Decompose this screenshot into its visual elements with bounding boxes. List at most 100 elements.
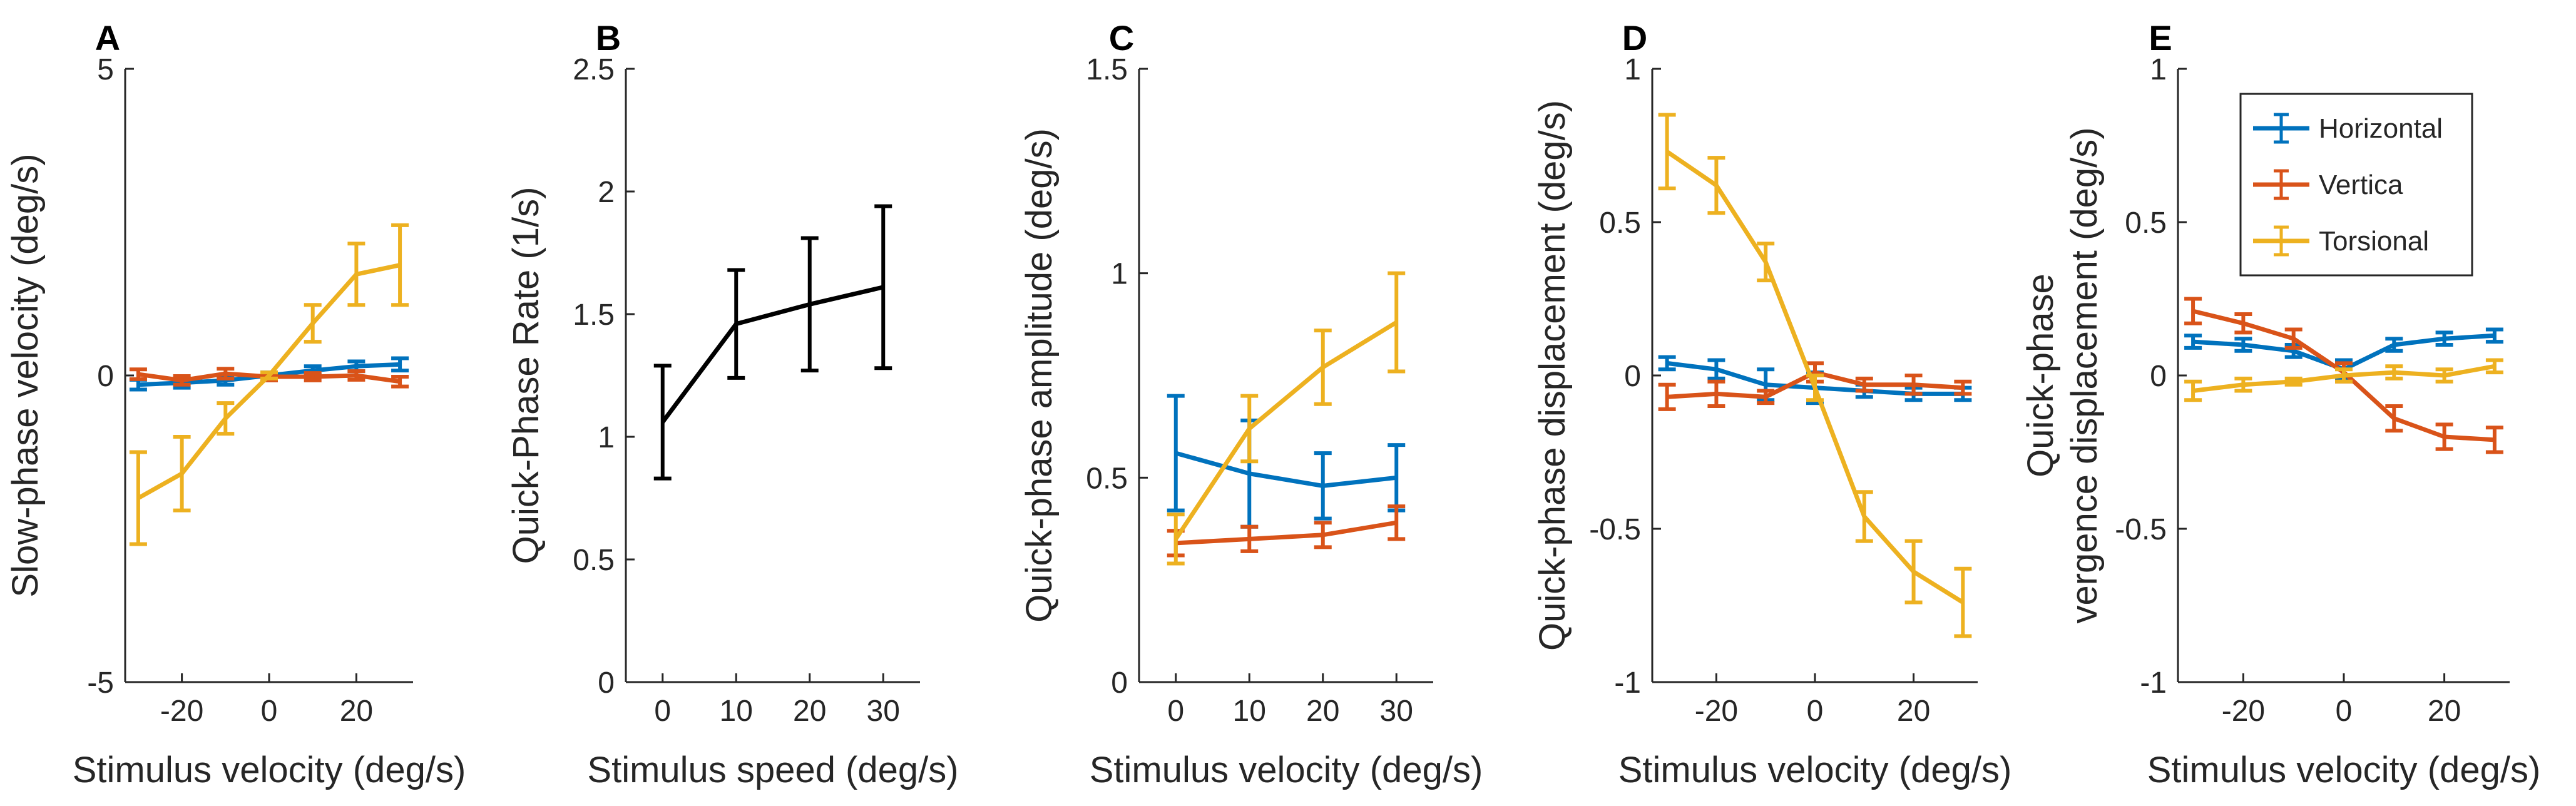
error-bar-vertical: [304, 371, 322, 382]
error-bar-horizontal: [2184, 334, 2202, 350]
series-rate: [653, 204, 892, 481]
error-bar-rate: [727, 268, 745, 380]
chart-panel-b: 0 0.5 1 1.5 2 2.5 0 10 20 30 Stimulus speed (deg/s…: [506, 18, 959, 790]
y-tick-label: -1: [1614, 666, 1641, 700]
y-axis-label: Quick-phase: [2020, 273, 2061, 477]
panel-letter: B: [596, 18, 621, 58]
y-tick-label: -5: [87, 666, 114, 700]
legend-item-vertical: Vertica: [2253, 169, 2403, 200]
series-vertical: [2184, 297, 2503, 454]
error-bar-vertical: [1904, 374, 1923, 396]
series-horizontal: [1167, 394, 1406, 529]
series-line-torsional: [1173, 320, 1398, 541]
y-tick-label: 1: [1624, 53, 1641, 86]
legend-box: [2239, 93, 2473, 277]
error-bar-torsional: [2234, 376, 2252, 393]
x-tick-label: 0: [654, 695, 671, 728]
error-bar-vertical: [173, 374, 191, 387]
series-torsional: [129, 223, 409, 546]
error-bar-torsional: [2435, 367, 2453, 384]
error-bar-torsional: [173, 435, 191, 513]
error-bar-vertical: [1954, 379, 1972, 396]
series-line-horizontal: [1175, 451, 1397, 488]
y-tick-label: 0: [2150, 360, 2167, 393]
y-tick-label: 0.5: [2125, 207, 2167, 240]
x-tick-label: 20: [2428, 695, 2461, 728]
error-bar-vertical: [1855, 376, 1873, 393]
y-tick-label: 1: [598, 421, 615, 454]
y-tick-label: 1.5: [573, 298, 615, 332]
error-bar-horizontal: [2234, 337, 2252, 353]
series-vertical: [1167, 504, 1406, 558]
x-axis-label: Stimulus velocity (deg/s): [73, 750, 466, 790]
error-bar-torsional: [304, 303, 322, 344]
x-tick-label: -20: [1695, 695, 1738, 728]
y-tick-label: 5: [97, 53, 114, 86]
error-bar-horizontal: [2485, 327, 2503, 344]
error-bar-vertical: [2234, 312, 2252, 335]
y-tick-label: 0: [1624, 360, 1641, 393]
x-tick-label: 20: [1897, 695, 1930, 728]
error-bar-torsional: [1757, 242, 1775, 283]
x-tick-label: 30: [867, 695, 900, 728]
error-bar-torsional: [1904, 539, 1923, 604]
legend-label: Horizontal: [2319, 113, 2443, 144]
error-bar-horizontal: [2435, 330, 2453, 347]
error-bar-horizontal: [1314, 451, 1332, 521]
legend: Horizontal Vertica Torsional: [2239, 93, 2473, 277]
y-axis-label: Quick-Phase Rate (1/s): [506, 187, 546, 564]
series-line-vertical: [1175, 520, 1397, 546]
error-bar-torsional: [1806, 374, 1824, 402]
y-tick-label: -0.5: [2115, 513, 2167, 546]
error-bar-vertical: [2184, 297, 2202, 325]
error-bar-rate: [800, 236, 819, 373]
error-bar-torsional: [347, 242, 365, 307]
series-line-rate: [660, 285, 884, 424]
x-tick-label: 10: [1233, 695, 1266, 728]
error-bar-torsional: [129, 450, 147, 546]
x-tick-label: 0: [1167, 695, 1184, 728]
y-axis-label: vergence displacement (deg/s): [2064, 127, 2105, 623]
series-torsional: [1167, 271, 1406, 566]
error-bar-vertical: [2485, 426, 2503, 454]
x-axis-label: Stimulus velocity (deg/s): [1090, 750, 1483, 790]
error-bar-torsional: [2485, 358, 2503, 375]
error-bar-torsional: [260, 370, 278, 380]
y-tick-label: -0.5: [1589, 513, 1641, 546]
panel-letter: A: [95, 18, 120, 58]
error-bar-vertical: [1757, 389, 1775, 406]
x-tick-label: -20: [2222, 695, 2265, 728]
error-bar-vertical: [1658, 382, 1676, 411]
x-tick-label: 30: [1380, 695, 1413, 728]
x-axis-label: Stimulus velocity (deg/s): [2147, 750, 2541, 790]
x-tick-label: 20: [793, 695, 826, 728]
error-bar-vertical: [2284, 327, 2303, 350]
error-bar-rate: [874, 204, 892, 370]
error-bar-vertical: [1707, 379, 1725, 408]
x-tick-label: 10: [720, 695, 753, 728]
error-bar-torsional: [217, 401, 235, 436]
y-axis-label: Quick-phase amplitude (deg/s): [1019, 128, 1060, 623]
error-bar-vertical: [1388, 504, 1406, 541]
y-tick-label: 0: [97, 360, 114, 393]
error-bar-horizontal: [1707, 358, 1725, 380]
error-bar-rate: [653, 364, 672, 481]
y-tick-label: 0.5: [573, 544, 615, 577]
panel-letter: E: [2149, 18, 2172, 58]
y-tick-label: -1: [2140, 666, 2167, 700]
panel-letter: C: [1109, 18, 1134, 58]
error-bar-vertical: [391, 374, 409, 389]
y-axis-label: Quick-phase displacement (deg/s): [1532, 100, 1573, 651]
x-axis-label: Stimulus speed (deg/s): [587, 750, 958, 790]
y-tick-label: 0: [598, 666, 615, 700]
legend-item-horizontal: Horizontal: [2253, 113, 2443, 144]
x-tick-label: 0: [2336, 695, 2353, 728]
x-tick-label: 0: [1807, 695, 1824, 728]
y-axis-label: Slow-phase velocity (deg/s): [5, 153, 46, 597]
error-bar-horizontal: [2385, 337, 2403, 353]
chart-panel-a: -5 0 5 -20 0 20 Stimulus velocity (deg/s) Slow-…: [5, 18, 466, 790]
error-bar-torsional: [1658, 113, 1676, 191]
y-tick-label: 1: [2150, 53, 2167, 86]
error-bar-vertical: [1240, 524, 1259, 553]
